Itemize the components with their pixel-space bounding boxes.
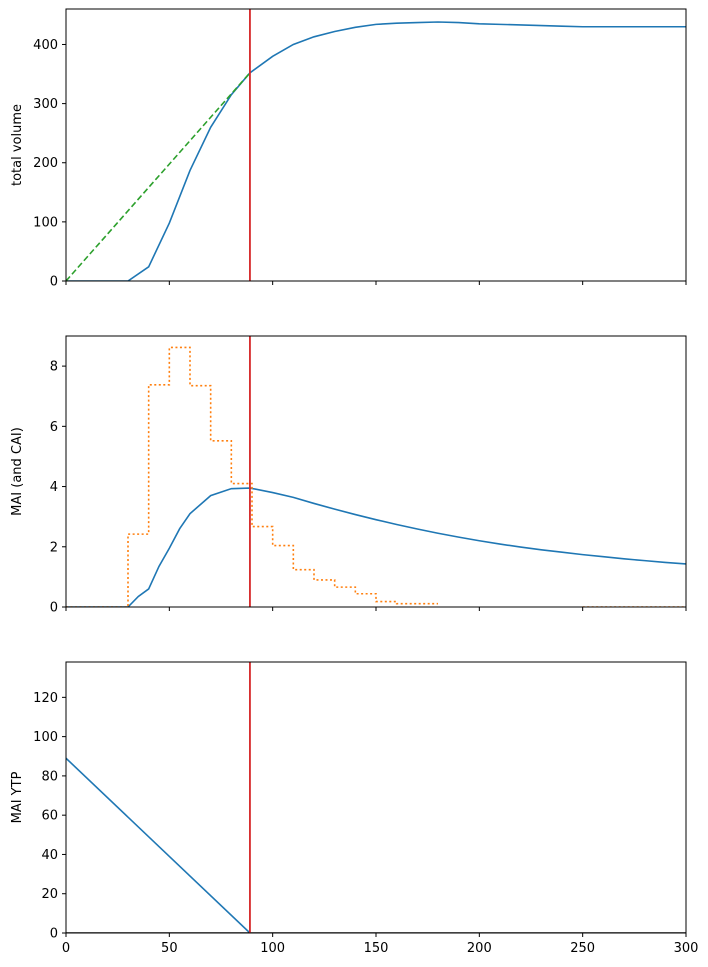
y-tick-label-6: 6 <box>50 420 58 435</box>
y-tick-label-120: 120 <box>33 691 58 706</box>
y-tick-label-0: 0 <box>50 927 58 942</box>
y-tick-label-20: 20 <box>41 887 58 902</box>
y-tick-label-60: 60 <box>41 809 58 824</box>
y-axis-label: MAI YTP <box>10 771 25 823</box>
y-tick-label-8: 8 <box>50 360 58 375</box>
series-line-2 <box>66 72 251 281</box>
y-tick-label-40: 40 <box>41 848 58 863</box>
y-tick-label-100: 100 <box>33 215 58 230</box>
x-tick-label-250: 250 <box>570 941 595 956</box>
y-tick-label-400: 400 <box>33 38 58 53</box>
y-tick-label-200: 200 <box>33 156 58 171</box>
x-tick-label-100: 100 <box>260 941 285 956</box>
y-axis-label: MAI (and CAI) <box>10 427 25 516</box>
series-line-2 <box>66 346 438 607</box>
x-tick-label-0: 0 <box>62 941 70 956</box>
series-line-1 <box>66 487 686 607</box>
plot-frame <box>65 8 687 282</box>
y-tick-label-100: 100 <box>33 730 58 745</box>
y-axis-label: total volume <box>10 104 25 186</box>
x-tick-label-300: 300 <box>674 941 699 956</box>
x-tick-label-50: 50 <box>161 941 178 956</box>
panel-1: 0 100 200 300 400 total volume <box>10 8 687 290</box>
y-tick-label-80: 80 <box>41 769 58 784</box>
y-tick-label-300: 300 <box>33 97 58 112</box>
series-line-1 <box>66 21 686 281</box>
y-tick-label-0: 0 <box>50 275 58 290</box>
series-line-1 <box>66 757 251 933</box>
panel-3: 0 50 100 150 200 250 300 0 20 40 60 80 100 120 MAI YTP <box>10 661 699 956</box>
panel-2: 0 2 4 6 8 MAI (and CAI) <box>10 335 687 616</box>
x-tick-label-200: 200 <box>467 941 492 956</box>
y-tick-label-4: 4 <box>50 480 58 495</box>
y-tick-label-2: 2 <box>50 540 58 555</box>
y-tick-label-0: 0 <box>50 601 58 616</box>
x-tick-label-150: 150 <box>364 941 389 956</box>
plot-frame <box>65 661 687 934</box>
